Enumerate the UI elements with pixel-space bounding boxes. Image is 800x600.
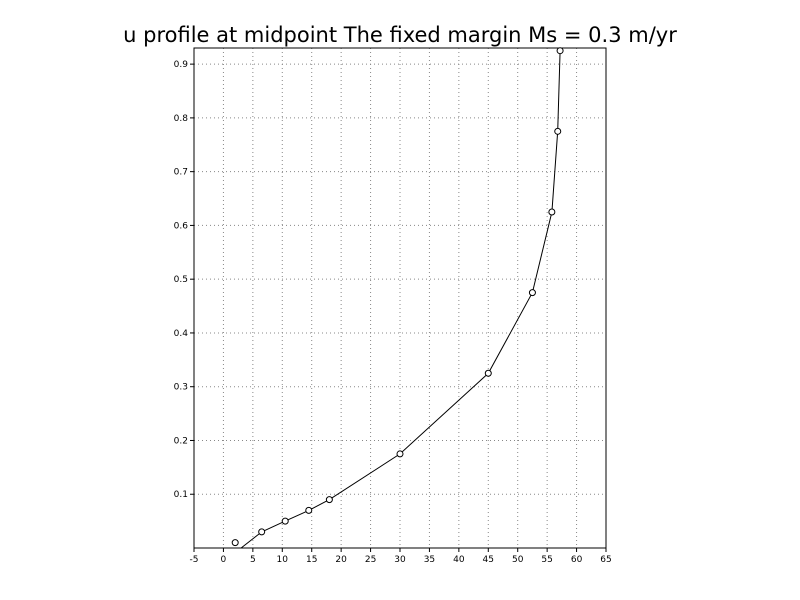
y-tick-label: 0.2 [174, 436, 188, 446]
data-point [325, 496, 333, 504]
y-tick-label: 0.9 [174, 60, 189, 70]
chart-title: u profile at midpoint The fixed margin M… [123, 23, 677, 47]
data-point [556, 47, 564, 55]
data-point [396, 450, 404, 458]
x-tick-label: 30 [394, 555, 406, 565]
data-point [554, 127, 562, 135]
series-line [240, 50, 561, 549]
x-tick-label: 25 [365, 555, 376, 565]
y-tick-label: 0.7 [174, 168, 188, 178]
x-axis: -5 0 5 10 15 20 25 30 35 40 45 50 55 60 65 [190, 548, 612, 565]
data-point [305, 506, 313, 514]
data-point [258, 528, 266, 536]
x-tick-label: 65 [600, 555, 611, 565]
y-tick-label: 0.3 [174, 383, 188, 393]
x-tick-label: 5 [250, 555, 256, 565]
x-tick-label: 20 [335, 555, 347, 565]
y-axis: 0.1 0.2 0.3 0.4 0.5 0.6 0.7 0.8 0.9 [174, 60, 194, 500]
y-tick-label: 0.8 [174, 114, 189, 124]
data-point [528, 289, 536, 297]
y-tick-label: 0.1 [174, 490, 188, 500]
x-tick-label: 35 [424, 555, 435, 565]
x-tick-label: 10 [277, 555, 289, 565]
x-tick-label: 45 [483, 555, 494, 565]
x-tick-label: 50 [512, 555, 524, 565]
y-tick-label: 0.6 [174, 221, 189, 231]
data-point [548, 208, 556, 216]
y-tick-label: 0.4 [174, 329, 189, 339]
x-tick-label: 15 [306, 555, 317, 565]
x-tick-label: 55 [541, 555, 552, 565]
data-point [231, 539, 239, 547]
x-tick-label: 40 [453, 555, 465, 565]
y-tick-label: 0.5 [174, 275, 188, 285]
x-tick-label: 0 [221, 555, 227, 565]
x-tick-label: 60 [571, 555, 583, 565]
series [231, 47, 564, 549]
data-point [484, 369, 492, 377]
data-point [281, 517, 289, 525]
x-tick-label: -5 [190, 555, 199, 565]
grid [194, 48, 606, 548]
